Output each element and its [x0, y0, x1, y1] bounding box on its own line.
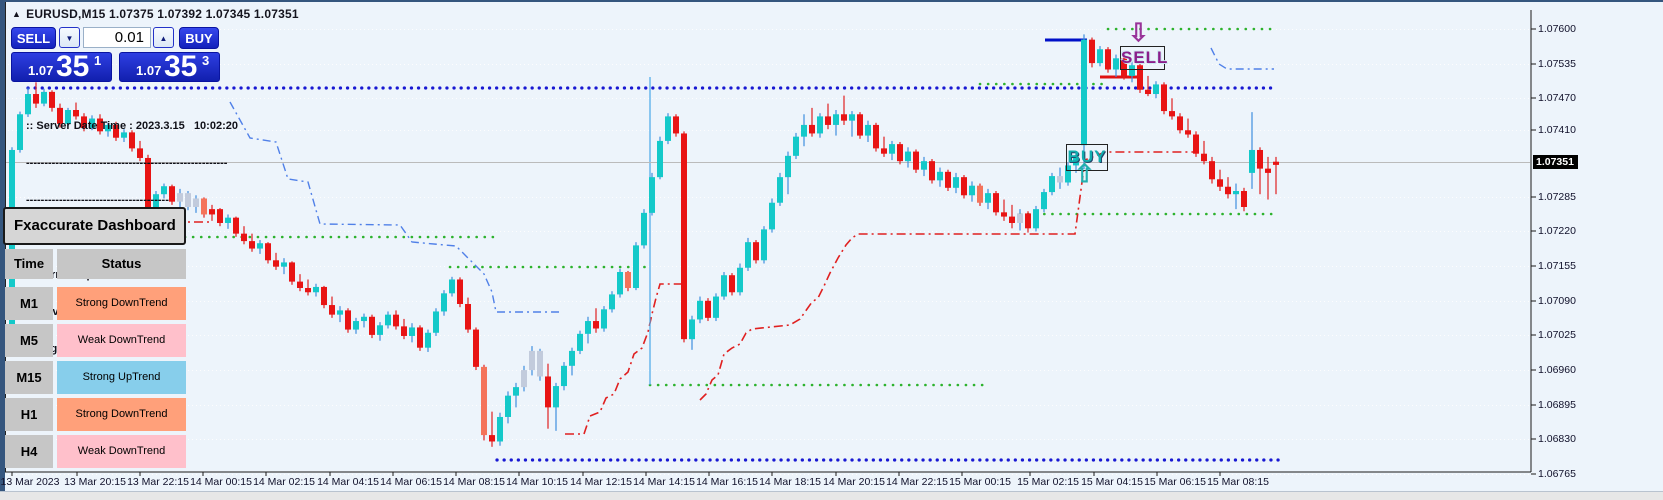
- buy-signal-label: BUY: [1066, 144, 1108, 171]
- dashboard-tf-m1: M1: [5, 287, 53, 320]
- dashboard-status-h4: Weak DownTrend: [57, 435, 186, 468]
- time-tick-label: 14 Mar 00:15: [190, 476, 252, 488]
- dashboard-col-status: Status: [57, 249, 186, 279]
- time-tick-label: 14 Mar 04:15: [317, 476, 379, 488]
- price-tick-label: 1.06960: [1538, 364, 1576, 376]
- symbol-header: ▲ EURUSD,M15 1.07375 1.07392 1.07345 1.07…: [12, 7, 299, 21]
- time-tick-label: 14 Mar 06:15: [380, 476, 442, 488]
- time-tick-label: 15 Mar 06:15: [1144, 476, 1206, 488]
- lot-stepper-up-button[interactable]: ▲: [153, 27, 174, 48]
- current-price-badge: 1.07351: [1533, 155, 1578, 169]
- price-tick-label: 1.07155: [1538, 260, 1576, 272]
- time-tick-label: 14 Mar 02:15: [253, 476, 315, 488]
- price-tick-label: 1.07600: [1538, 23, 1576, 35]
- dashboard-tf-m15: M15: [5, 361, 53, 394]
- lot-dropdown-button[interactable]: ▼: [59, 27, 80, 48]
- price-tick-label: 1.06895: [1538, 399, 1576, 411]
- price-tick-label: 1.07285: [1538, 191, 1576, 203]
- sell-arrow-icon: ⇩: [1128, 19, 1149, 47]
- symbol-ohlc-text: EURUSD,M15 1.07375 1.07392 1.07345 1.073…: [26, 7, 299, 21]
- blue-trail-2: [1210, 47, 1274, 70]
- time-tick-label: 14 Mar 16:15: [696, 476, 758, 488]
- buy-price-small: 1.07: [136, 63, 162, 78]
- buy-button[interactable]: BUY: [179, 27, 219, 49]
- info-separator: ---------------------------------------: [26, 194, 169, 207]
- time-tick-label: 14 Mar 14:15: [633, 476, 695, 488]
- sell-price-panel[interactable]: 1.07 35 1: [11, 50, 112, 83]
- price-tick-label: 1.07535: [1538, 58, 1576, 70]
- dashboard-col-time: Time: [5, 249, 53, 279]
- price-tick-label: 1.07470: [1538, 92, 1576, 104]
- price-tick-label: 1.07410: [1538, 124, 1576, 136]
- red-trail-1: [565, 283, 686, 435]
- price-tick-label: 1.06765: [1538, 468, 1576, 480]
- sell-price-small: 1.07: [28, 63, 54, 78]
- time-tick-label: 14 Mar 18:15: [759, 476, 821, 488]
- time-tick-label: 15 Mar 02:15: [1017, 476, 1079, 488]
- time-tick-label: 14 Mar 08:15: [443, 476, 505, 488]
- red-trail-2: [699, 151, 1198, 401]
- candlestick-series: [9, 34, 1279, 447]
- buy-price-big: 35: [164, 50, 198, 83]
- time-tick-label: 14 Mar 12:15: [570, 476, 632, 488]
- window-left-frame: [0, 2, 5, 500]
- time-tick-label: 15 Mar 00:15: [949, 476, 1011, 488]
- price-tick-label: 1.07220: [1538, 225, 1576, 237]
- dashboard-status-h1: Strong DownTrend: [57, 398, 186, 431]
- time-tick-label: 15 Mar 04:15: [1081, 476, 1143, 488]
- sell-price-big: 35: [56, 50, 90, 83]
- lot-size-input[interactable]: [83, 27, 151, 48]
- price-tick-label: 1.07025: [1538, 329, 1576, 341]
- time-tick-label: 14 Mar 22:15: [886, 476, 948, 488]
- sell-signal-label: SELL: [1120, 46, 1167, 70]
- info-server-time: :: Server Date Time : 2023.3.15 10:02:20: [26, 119, 238, 132]
- sell-price-sup: 1: [94, 53, 102, 68]
- dashboard-status-m5: Weak DownTrend: [57, 324, 186, 357]
- dashboard-title: Fxaccurate Dashboard: [3, 207, 186, 245]
- dashboard-tf-m5: M5: [5, 324, 53, 357]
- price-tick-label: 1.06830: [1538, 433, 1576, 445]
- time-tick-label: 15 Mar 08:15: [1207, 476, 1269, 488]
- buy-price-panel[interactable]: 1.07 35 3: [119, 50, 220, 83]
- dashboard-tf-h4: H4: [5, 435, 53, 468]
- window-bottom-strip: [0, 491, 1663, 500]
- dashboard-status-m1: Strong DownTrend: [57, 287, 186, 320]
- info-separator: ----------------------------------------…: [26, 157, 228, 170]
- time-tick-label: 13 Mar 20:15: [64, 476, 126, 488]
- buy-price-sup: 3: [202, 53, 210, 68]
- buy-arrow-icon: ⇧: [1074, 160, 1095, 188]
- blue-trail-1: [229, 101, 562, 313]
- dashboard-tf-h1: H1: [5, 398, 53, 431]
- time-tick-label: 14 Mar 10:15: [506, 476, 568, 488]
- collapse-triangle-icon[interactable]: ▲: [12, 9, 22, 19]
- sell-button[interactable]: SELL: [11, 27, 56, 49]
- time-tick-label: 13 Mar 22:15: [127, 476, 189, 488]
- time-tick-label: 14 Mar 20:15: [823, 476, 885, 488]
- dashboard-status-m15: Strong UpTrend: [57, 361, 186, 394]
- time-tick-label: 13 Mar 2023: [0, 476, 60, 488]
- price-tick-label: 1.07090: [1538, 295, 1576, 307]
